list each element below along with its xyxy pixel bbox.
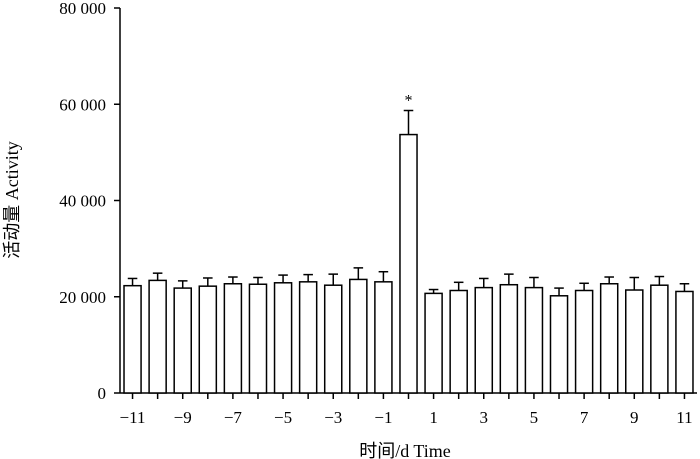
x-tick-label: 3 [480,408,489,427]
bar [273,282,293,394]
x-tick-label: 11 [676,408,692,427]
x-tick-label: −11 [120,408,146,427]
x-tick-label: −5 [274,408,292,427]
bar [675,290,694,394]
annotations-group: * [405,93,413,110]
y-tick-label: 80 000 [59,0,106,18]
bar [173,287,192,394]
bar [198,285,218,394]
bar [574,289,594,394]
y-tick-label: 60 000 [59,95,106,114]
bar [524,286,544,394]
bar [650,284,669,394]
bar [625,289,644,394]
x-tick-label: −3 [324,408,342,427]
bar [248,283,268,394]
bar [499,283,519,394]
x-axis-title: 时间/d Time [359,441,451,459]
error-bars-group [127,109,690,296]
bar [599,283,619,394]
x-tick-label: −1 [374,408,392,427]
x-tick-label: −9 [174,408,192,427]
bar [323,284,343,394]
bar [123,284,142,394]
x-tick-label: 1 [429,408,438,427]
bar [449,289,468,394]
x-tick-label: 7 [580,408,589,427]
bars-group [123,133,694,394]
bar [399,133,418,394]
x-tick-label: 5 [530,408,539,427]
y-tick-label: 40 000 [59,192,106,211]
y-axis-title: 活动量 Activity [2,141,22,259]
y-tick-label: 0 [98,384,107,403]
bar [424,292,443,394]
bar [298,281,318,394]
x-tick-label: 9 [630,408,639,427]
x-tick-label: −7 [224,408,243,427]
bar [223,283,243,394]
bar [374,281,393,394]
bar [474,286,494,394]
bar [148,279,167,394]
bar [549,295,569,394]
bar [349,278,368,394]
y-tick-label: 20 000 [59,288,106,307]
significance-marker: * [405,93,413,110]
